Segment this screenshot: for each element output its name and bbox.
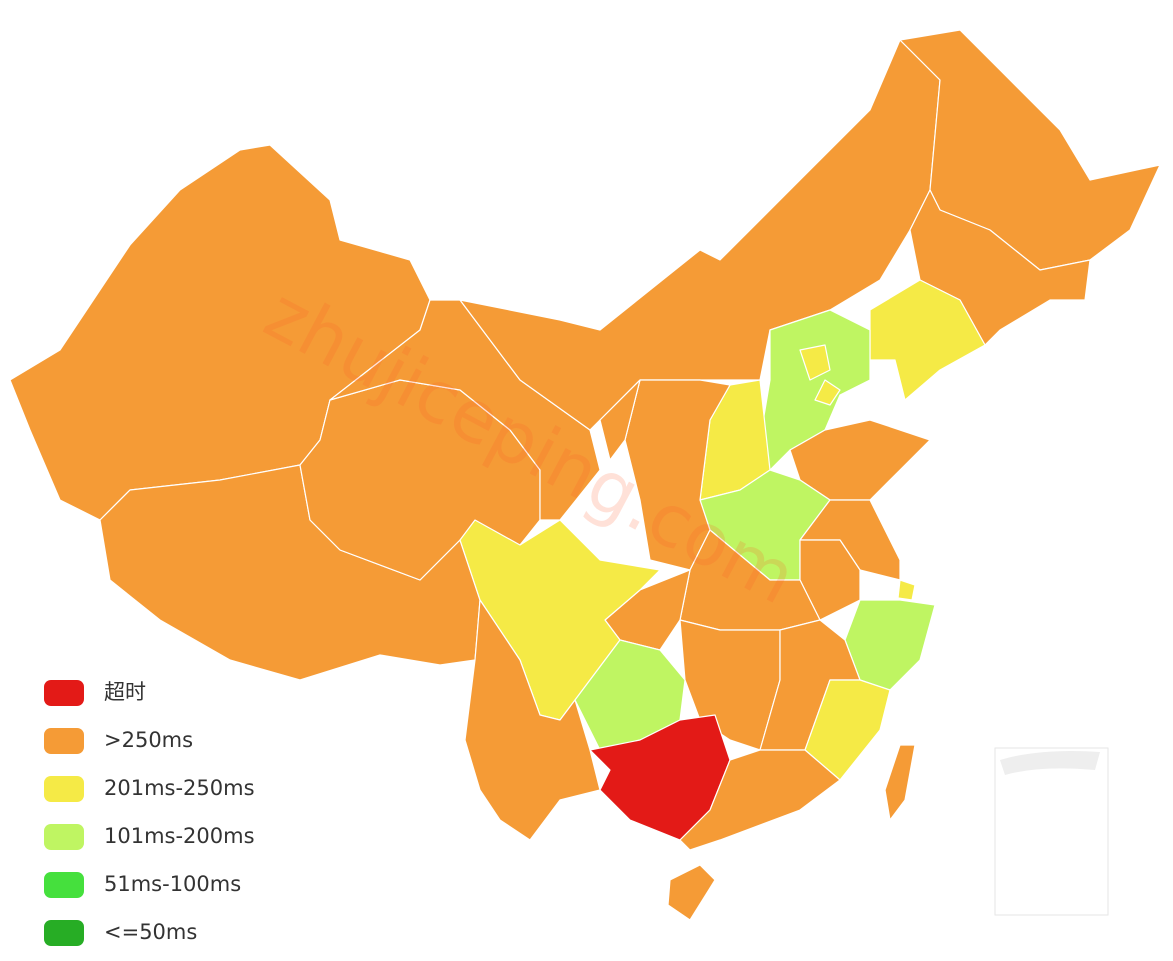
china-map — [9, 29, 1161, 921]
guangdong — [679, 749, 841, 851]
legend-label: 51ms-100ms — [104, 872, 241, 896]
legend-label: 超时 — [104, 680, 146, 704]
yunnan — [464, 599, 601, 841]
legend-swatch — [44, 728, 84, 754]
legend-label: 101ms-200ms — [104, 824, 255, 848]
hainan — [667, 864, 716, 921]
legend: 超时 >250ms 201ms-250ms 101ms-200ms 51ms-100ms… — [44, 680, 255, 946]
shanghai — [897, 579, 916, 601]
ningxia — [599, 379, 641, 461]
legend-swatch — [44, 680, 84, 706]
south-sea-inset — [994, 747, 1109, 916]
legend-swatch — [44, 872, 84, 898]
legend-swatch — [44, 824, 84, 850]
tianjin — [814, 379, 841, 406]
legend-swatch — [44, 776, 84, 802]
legend-swatch — [44, 920, 84, 946]
legend-label: <=50ms — [104, 920, 197, 944]
legend-label: >250ms — [104, 728, 193, 752]
south-sea-islands — [1000, 751, 1100, 775]
liaoning — [869, 279, 986, 401]
beijing — [799, 344, 831, 381]
legend-label: 201ms-250ms — [104, 776, 255, 800]
taiwan — [884, 744, 916, 821]
